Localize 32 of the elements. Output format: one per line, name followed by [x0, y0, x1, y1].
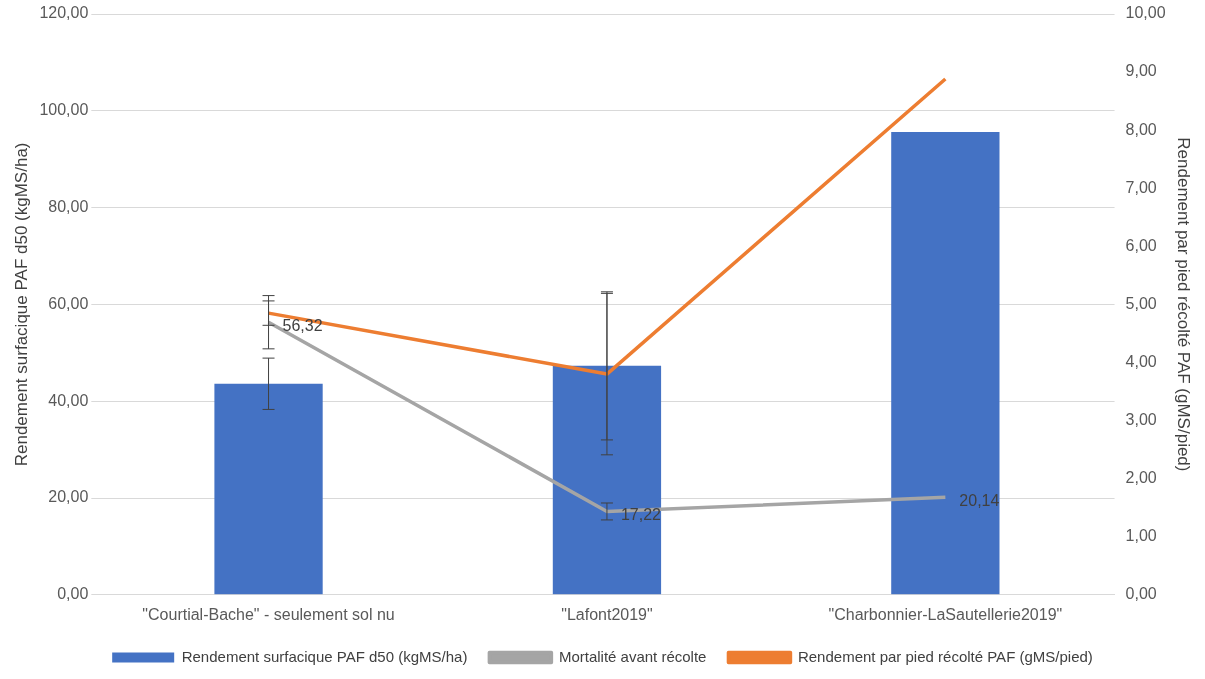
y2-tick-label: 5,00	[1125, 294, 1157, 312]
data-label: 17,22	[620, 505, 662, 523]
y-tick-label: 120,00	[39, 4, 89, 22]
y-tick-label: 80,00	[48, 198, 89, 216]
y2-tick-label: 0,00	[1125, 585, 1157, 603]
y-axis-title: Rendement surfacique PAF d50 (kgMS/ha)	[11, 142, 31, 467]
y2-tick-label: 10,00	[1125, 4, 1166, 22]
y2-tick-label: 1,00	[1125, 527, 1157, 545]
y2-tick-label: 2,00	[1125, 469, 1157, 487]
x-tick-label: "Courtial-Bache" - seulement sol nu	[142, 605, 395, 623]
x-tick-label: "Lafont2019"	[561, 605, 653, 623]
legend-label: Rendement surfacique PAF d50 (kgMS/ha)	[181, 647, 468, 665]
y2-axis-title: Rendement par pied récolté PAF (gMS/pied)	[1174, 137, 1194, 472]
data-label: 56,32	[282, 316, 323, 334]
data-label: 20,14	[959, 491, 1000, 509]
y2-tick-label: 4,00	[1125, 352, 1157, 370]
y-tick-label: 40,00	[48, 391, 89, 409]
legend-label: Mortalité avant récolte	[558, 647, 707, 665]
y-tick-label: 20,00	[48, 488, 89, 506]
bar	[552, 365, 662, 595]
y-tick-label: 0,00	[57, 585, 89, 603]
y2-tick-label: 3,00	[1125, 410, 1157, 428]
y2-tick-label: 7,00	[1125, 178, 1157, 196]
y-tick-label: 100,00	[39, 101, 89, 119]
bar	[891, 132, 1000, 595]
y2-tick-label: 9,00	[1125, 62, 1157, 80]
legend-label: Rendement par pied récolté PAF (gMS/pied)	[797, 647, 1093, 665]
y2-tick-label: 6,00	[1125, 236, 1157, 254]
x-tick-label: "Charbonnier-LaSautellerie2019"	[828, 605, 1063, 623]
y-tick-label: 60,00	[48, 294, 89, 312]
y2-tick-label: 8,00	[1125, 120, 1157, 138]
bar	[214, 383, 323, 595]
